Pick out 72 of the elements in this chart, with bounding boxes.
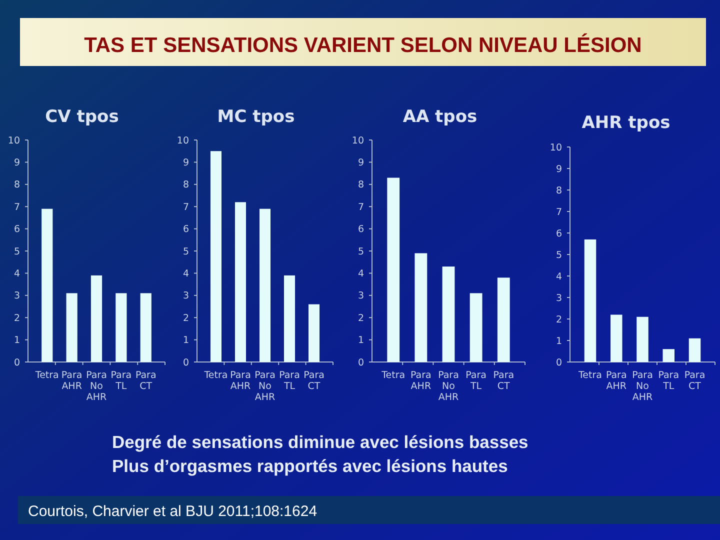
y-tick-label: 0 [14,357,20,368]
y-tick-label: 6 [182,224,189,236]
x-tick-label: Para CT [304,370,324,392]
y-tick-label: 6 [14,224,20,236]
y-tick-label: 5 [556,250,562,261]
text: Courtois, Charvier et al BJU 2011;108:1624 [28,503,318,520]
y-tick-label: 5 [182,246,189,258]
x-tick-label: Para No AHR [254,370,276,403]
y-tick-label: 1 [556,336,562,347]
x-tick-label: Para CT [684,370,706,392]
y-tick-label: 2 [14,312,20,324]
y-tick-label: 0 [556,357,562,368]
y-tick-label: 2 [358,312,364,324]
y-tick-label: 7 [182,202,189,213]
y-tick-label: 0 [358,357,364,368]
y-tick-label: 10 [352,135,364,146]
y-tick-label: 6 [358,224,364,236]
chart-title: AA tpos [402,107,478,127]
y-tick-label: 6 [556,228,562,240]
x-tick-label: Tetra [380,370,406,381]
y-tick-label: 2 [182,312,189,324]
x-tick-label: Para AHR [606,370,627,392]
x-tick-label: Para TL [658,370,680,392]
x-tick-label: Para No AHR [632,370,654,403]
x-tick-label: Para AHR [230,370,252,392]
y-tick-label: 10 [550,142,562,154]
y-tick-label: 9 [14,158,20,169]
y-tick-label: 9 [556,164,562,175]
x-tick-label: Tetra [203,370,228,381]
y-tick-label: 3 [358,290,364,302]
y-tick-label: 8 [14,180,20,191]
x-tick-label: Para No AHR [438,370,460,403]
y-tick-label: 7 [358,202,364,213]
y-tick-label: 3 [182,290,189,302]
x-tick-label: Tetra [578,370,602,381]
y-tick-label: 4 [556,271,562,282]
x-tick-label: Para TL [110,370,132,392]
y-tick-label: 8 [182,180,189,191]
y-tick-label: 3 [14,290,20,302]
text: Degré de sensations diminue avec lésions basses [112,432,529,452]
y-tick-label: 4 [14,268,20,280]
x-tick-label: Para TL [466,370,486,392]
y-tick-label: 8 [358,180,364,191]
y-tick-label: 0 [182,357,189,368]
y-tick-label: 1 [358,335,364,346]
chart-title: CV tpos [45,107,119,127]
x-tick-label: Para CT [135,370,156,392]
y-tick-label: 9 [358,158,364,169]
y-tick-label: 2 [556,314,562,326]
y-tick-label: 8 [556,185,562,196]
y-tick-label: 9 [182,158,189,169]
x-tick-label: Tetra [34,370,59,381]
x-tick-label: Para CT [493,370,514,392]
y-tick-label: 7 [14,202,20,213]
x-tick-label: Para No AHR [86,370,108,403]
y-tick-label: 5 [358,246,364,258]
y-tick-label: 3 [556,292,562,304]
y-tick-label: 4 [358,268,364,280]
y-tick-label: 10 [8,135,20,146]
y-tick-label: 5 [14,246,20,258]
x-tick-label: Para TL [279,370,300,392]
y-tick-label: 4 [182,268,189,280]
y-tick-label: 1 [14,335,20,346]
x-tick-label: Para AHR [61,370,82,392]
chart-title: AHR tpos [582,113,670,133]
y-tick-label: 10 [176,135,189,146]
y-tick-label: 1 [182,335,189,346]
text: TAS ET SENSATIONS VARIENT SELON NIVEAU LÉSION [84,33,642,57]
chart-title: MC tpos [217,107,295,127]
y-tick-label: 7 [556,206,562,218]
x-tick-label: Para AHR [410,370,432,392]
text: Plus d’orgasmes rapportés avec lésions hautes [112,456,508,476]
